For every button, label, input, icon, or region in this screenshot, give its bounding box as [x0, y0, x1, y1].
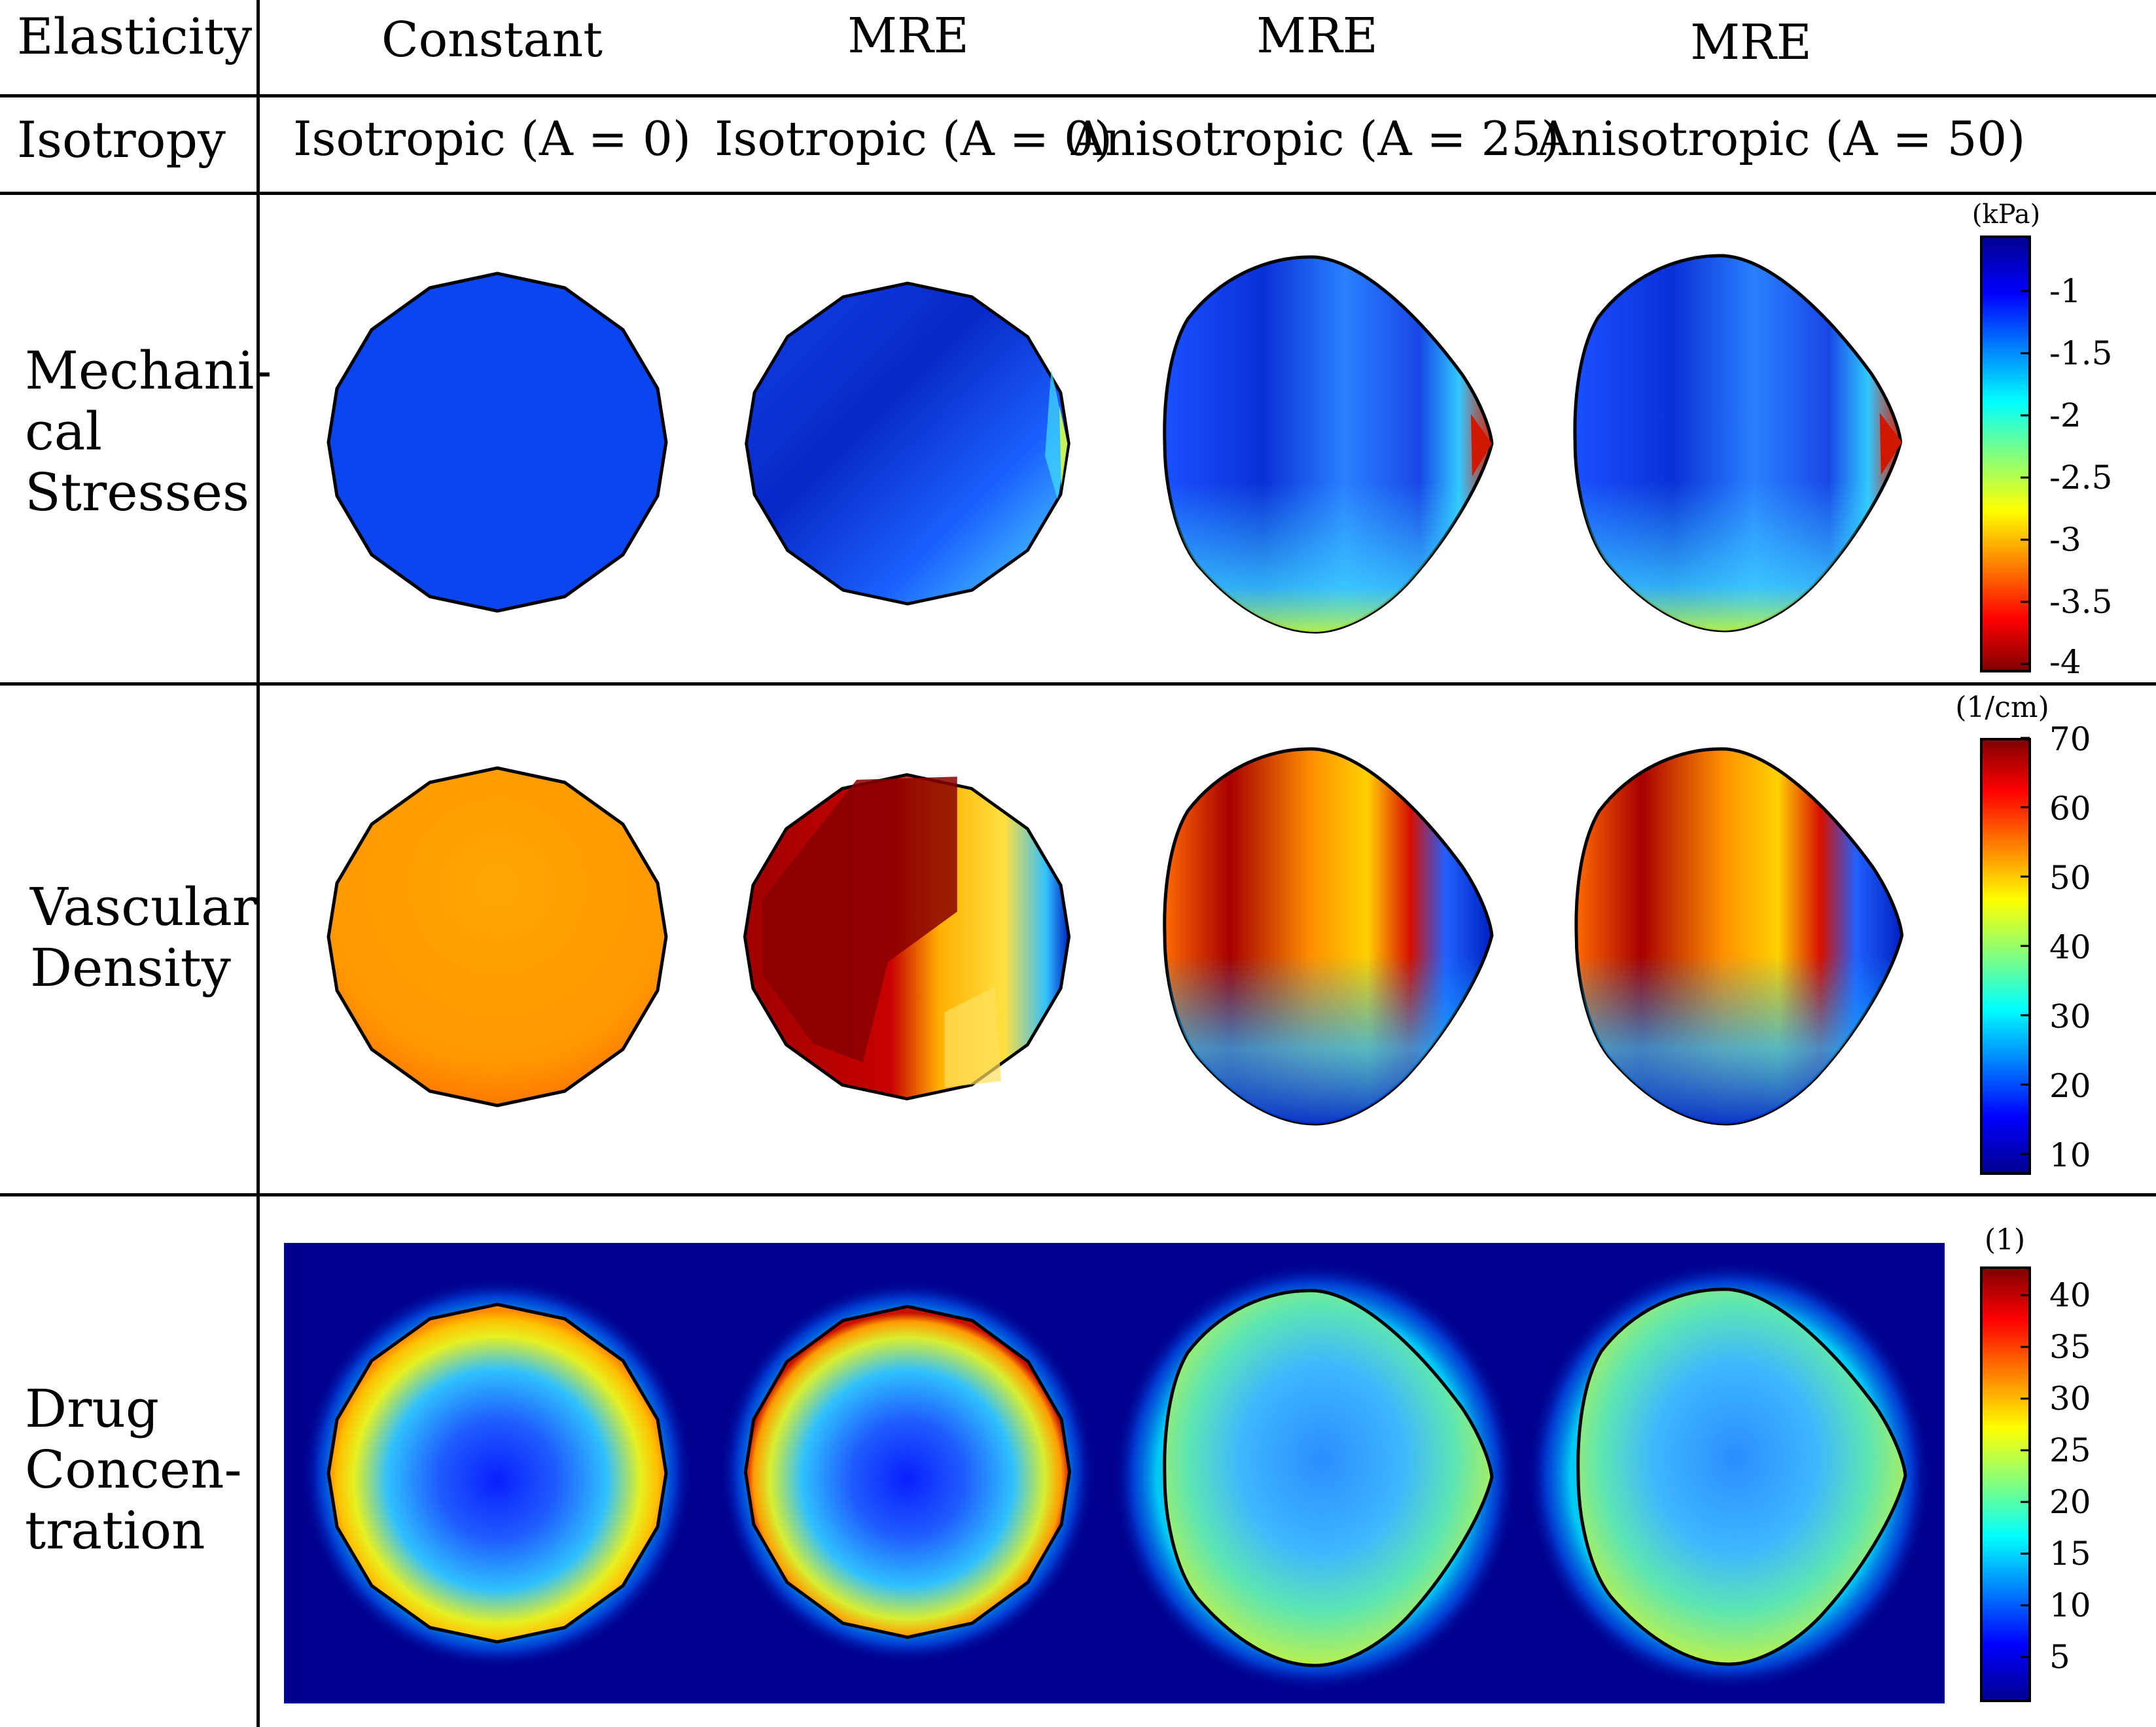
drug-mre-anisotropic-25 [1112, 1261, 1518, 1693]
colorbar-stress-unit: (kPa) [1971, 200, 2041, 230]
drug-mre-anisotropic-50 [1526, 1260, 1932, 1692]
stress-mre-anisotropic-50 [1575, 256, 1902, 631]
column-3-isotropy: Anisotropic (A = 25) [1070, 111, 1560, 166]
colorbar-drug-tick: 15 [2049, 1535, 2091, 1573]
colorbar-drug-tick: 5 [2049, 1638, 2070, 1676]
elasticity-header-label: Elasticity [17, 7, 253, 65]
colorbar-drug-tick: 20 [2049, 1483, 2091, 1521]
drug-mre-isotropic [719, 1280, 1096, 1664]
table-rule-row1 [0, 682, 2156, 686]
colorbar-drug-unit: (1) [1984, 1223, 2026, 1257]
colorbar-stress-tick: -1.5 [2049, 334, 2113, 372]
table-vertical-divider [256, 0, 260, 1727]
density-mre-anisotropic-25 [1165, 749, 1492, 1124]
row-label-line: Density [30, 937, 231, 998]
row-label-line: Concen- [25, 1439, 242, 1500]
colorbar-drug [1980, 1266, 2031, 1702]
colorbar-stress-tick: -1 [2049, 272, 2081, 310]
drug-constant-isotropic [301, 1277, 694, 1669]
colorbar-density-tick: 60 [2049, 790, 2091, 828]
row-label-line: Mechani- [25, 340, 272, 401]
colorbar-drug-tick: 10 [2049, 1586, 2091, 1624]
isotropy-header-label: Isotropy [17, 111, 226, 169]
table-rule-header-right [687, 94, 2156, 97]
colorbar-stress-tick: -3.5 [2049, 583, 2113, 621]
column-1-elasticity: Constant [381, 12, 603, 68]
colorbar-density-tick: 20 [2049, 1067, 2091, 1105]
stress-constant-isotropic [328, 273, 666, 611]
colorbar-drug-tick: 35 [2049, 1328, 2091, 1366]
row-label-line: Stresses [25, 462, 250, 523]
column-2-isotropy: Isotropic (A = 0) [715, 111, 1112, 166]
colorbar-stress [1980, 236, 2031, 672]
colorbar-density-unit: (1/cm) [1955, 691, 2049, 724]
row-label-line: Vascular [30, 877, 258, 937]
colorbar-stress-tick: -4 [2049, 643, 2081, 681]
column-3-elasticity: MRE [1256, 8, 1378, 64]
stress-mre-isotropic [747, 283, 1069, 604]
colorbar-density [1980, 737, 2031, 1175]
column-2-elasticity: MRE [847, 8, 969, 64]
colorbar-density-tick: 70 [2049, 720, 2091, 758]
row-label-line: Drug [25, 1378, 160, 1439]
row-label-vascular-density: Vascular Density [30, 877, 257, 998]
colorbar-density-tick: 40 [2049, 928, 2091, 966]
column-1-isotropy: Isotropic (A = 0) [293, 111, 691, 166]
column-4-isotropy: Anisotropic (A = 50) [1536, 111, 2026, 166]
row-label-drug-concentration: Drug Concen- tration [25, 1378, 242, 1561]
colorbar-stress-tick: -2 [2049, 396, 2081, 434]
colorbar-density-tick: 10 [2049, 1136, 2091, 1174]
colorbar-density-tick: 50 [2049, 859, 2091, 897]
table-rule-header-left [0, 94, 687, 97]
colorbar-density-tick: 30 [2049, 998, 2091, 1036]
colorbar-drug-tick: 30 [2049, 1380, 2091, 1418]
colorbar-stress-tick: -3 [2049, 521, 2081, 559]
stress-mre-anisotropic-25 [1165, 257, 1492, 632]
colorbar-stress-tick: -2.5 [2049, 459, 2113, 497]
colorbar-drug-tick: 25 [2049, 1431, 2091, 1469]
density-mre-anisotropic-50 [1576, 749, 1902, 1124]
column-4-elasticity: MRE [1690, 14, 1812, 71]
colorbar-drug-tick: 40 [2049, 1276, 2091, 1314]
density-mre-isotropic [745, 775, 1069, 1098]
row-label-line: tration [25, 1500, 205, 1561]
table-rule-isotropy [0, 192, 2156, 195]
density-constant-isotropic [328, 768, 666, 1106]
row-label-mechanical-stresses: Mechani- cal Stresses [25, 340, 272, 523]
row-label-line: cal [25, 401, 103, 462]
table-rule-row2 [0, 1193, 2156, 1196]
